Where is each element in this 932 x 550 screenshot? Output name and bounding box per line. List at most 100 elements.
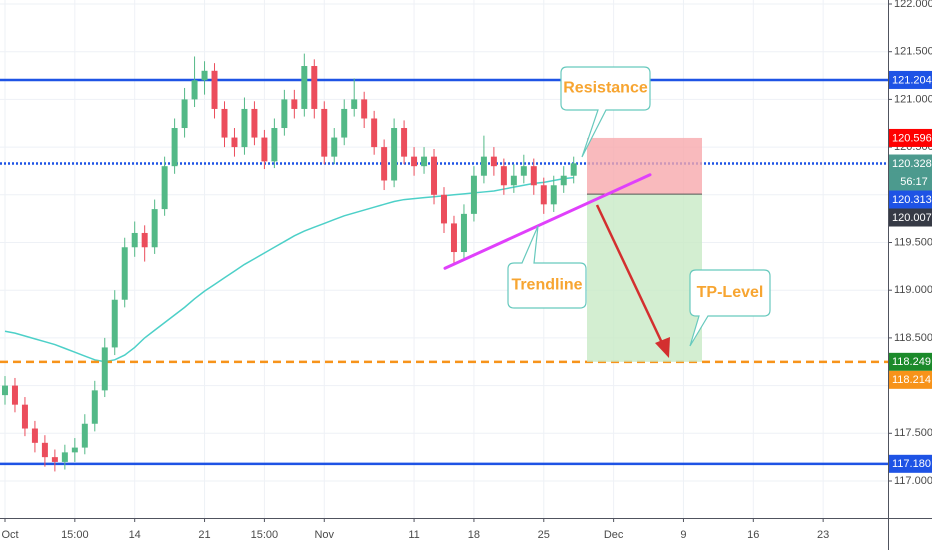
trendline [443,173,652,270]
candle-body [560,175,567,186]
candle-body [490,156,497,167]
price-label-box [889,454,932,473]
candle-body [31,428,38,443]
candle-body [351,99,358,109]
y-tick-label: 121.000 [894,93,932,105]
candle-body [321,108,328,157]
candle-body [231,137,238,148]
candle-body [411,156,418,167]
price-label: 118.249 [892,356,931,368]
candle-body [131,232,138,248]
candle-body [311,66,318,109]
price-label-box [889,128,932,147]
candle-body [450,223,457,253]
candle-body [251,108,258,138]
candle-body [341,108,348,138]
candle-body [331,137,338,157]
x-tick-label: 25 [538,529,550,541]
x-tick-label: 18 [468,529,480,541]
candle-body [211,70,218,109]
x-tick-label: 21 [198,529,210,541]
x-tick-label: 11 [408,529,419,541]
candle-body [141,232,148,248]
y-tick-label: 122.000 [894,0,932,10]
moving-average [4,176,574,363]
price-label-box [889,70,932,89]
candle-body [261,137,268,162]
x-tick-label: 23 [817,529,829,541]
x-tick-label: 9 [680,529,686,541]
candle-body [11,385,18,405]
x-tick-label: Nov [314,529,334,541]
candle-body [111,299,118,348]
price-label-box [889,190,932,209]
candle-body [201,70,208,81]
price-label: 121.204 [892,74,932,86]
candle-body [470,175,477,214]
candle-body [301,66,308,109]
callout-box [689,269,771,347]
candle-body [71,447,78,453]
candle-body [21,404,28,429]
candle-body [530,166,537,186]
candle-body [121,247,128,300]
y-tick-label: 118.500 [894,332,932,344]
callout-text: Resistance [563,80,648,97]
x-tick-label: 16 [747,529,759,541]
x-tick-label: Oct [1,529,18,541]
callout-box [507,225,587,309]
candle-body [401,128,408,157]
callout-text: TP-Level [697,284,764,301]
candle-body [441,194,447,224]
candle-body [51,457,58,462]
candle-body [510,175,517,186]
y-tick-label: 121.500 [894,46,932,58]
price-label-box [889,208,932,227]
price-label: 120.313 [892,194,932,206]
candle-body [161,166,168,210]
candle-body [221,108,228,138]
y-tick-label: 117.000 [894,475,932,487]
candle-body [371,118,378,148]
price-label: 120.596 [892,132,932,144]
candle-body [540,185,547,205]
x-tick-label: Dec [604,529,624,541]
candle-body [91,390,98,424]
price-label-box [889,352,932,371]
x-tick-label: 14 [129,529,141,541]
candle-body [421,156,428,167]
countdown: 56:17 [900,176,928,188]
candle-body [480,156,487,176]
candle-body [281,99,288,129]
arrow-head [655,337,670,358]
candle-body [61,452,68,462]
candle-body [101,347,108,391]
candle-body [291,99,298,109]
candle-body [241,108,248,148]
x-tick-label: 15:00 [61,529,89,541]
candle-body [391,128,398,181]
candle-body [171,128,178,167]
countdown-box [889,172,932,191]
y-tick-label: 119.000 [894,284,932,296]
callout-text: Trendline [511,277,582,294]
candle-body [151,209,158,248]
price-label: 118.214 [892,374,931,386]
candle-body [520,166,527,176]
y-tick-label: 119.500 [894,236,932,248]
x-tick-label: 15:00 [251,529,279,541]
price-label-box [889,154,932,173]
stop-zone [587,137,702,195]
candle-body [460,213,467,253]
candle-body [191,80,198,100]
price-label-box [889,370,932,389]
callout-box [560,66,651,158]
price-label: 120.328 [892,158,932,170]
arrow-shaft [595,204,665,346]
candle-body [41,442,48,458]
candle-body [381,147,388,181]
price-label: 117.180 [892,458,931,470]
price-label: 120.007 [892,212,932,224]
candle-body [431,156,438,195]
